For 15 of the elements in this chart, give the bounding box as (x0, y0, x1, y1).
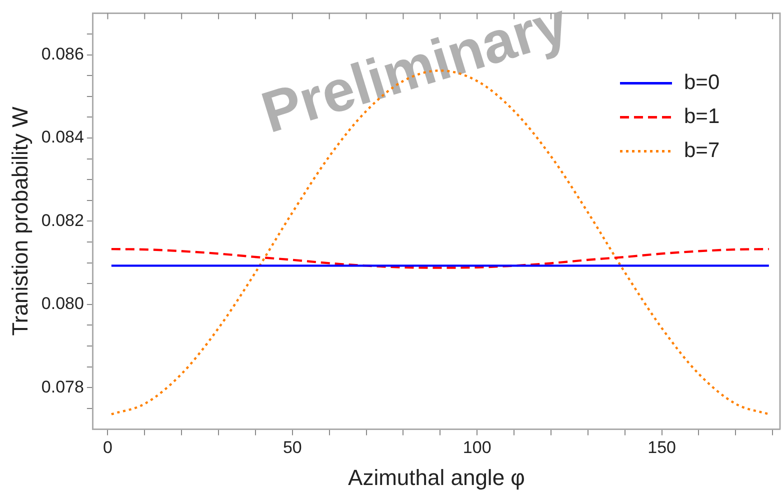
x-tick-label: 150 (648, 438, 676, 458)
x-axis-title: Azimuthal angle φ (348, 464, 525, 490)
y-tick-label: 0.080 (41, 294, 84, 314)
x-tick-label: 50 (282, 438, 302, 458)
legend-label: b=7 (684, 138, 720, 162)
x-tick-label: 100 (462, 438, 492, 458)
y-tick-label: 0.078 (41, 377, 84, 396)
line-series (110, 248, 770, 269)
y-tick-label: 0.082 (41, 210, 84, 230)
legend-label: b=1 (684, 104, 720, 128)
legend-label: b=0 (684, 70, 720, 94)
y-tick-label: 0.086 (41, 44, 84, 64)
y-axis-title: Tranistion probability W (7, 106, 32, 336)
x-tick-label: 0 (102, 438, 112, 458)
y-tick-label: 0.084 (41, 128, 84, 147)
